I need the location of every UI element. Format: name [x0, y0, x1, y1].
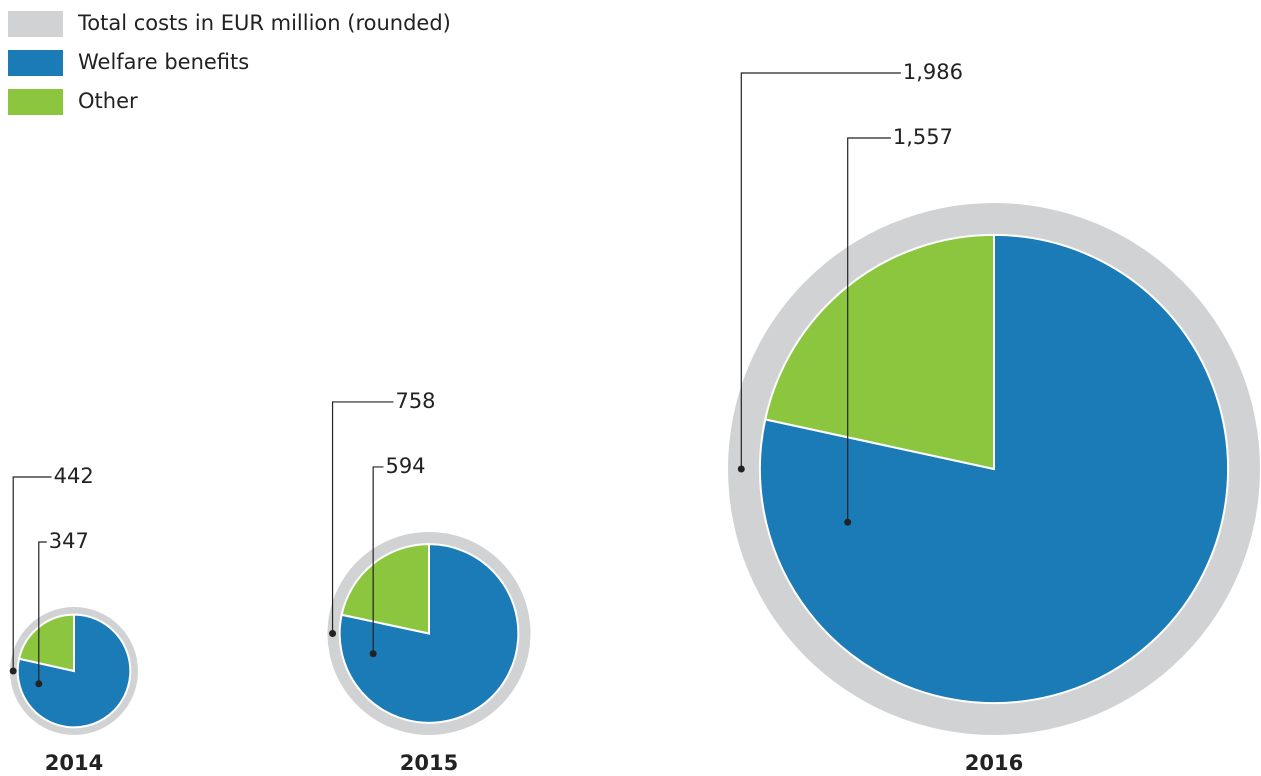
- leader-dot: [329, 629, 337, 637]
- leader-line: [331, 401, 394, 634]
- leader-line: [372, 466, 384, 654]
- leader-dot: [844, 518, 852, 526]
- year-label: 2014: [45, 751, 103, 775]
- leader-line: [740, 72, 901, 469]
- leader-dot: [35, 680, 43, 688]
- value-label: 594: [385, 454, 425, 478]
- leader-dot: [369, 650, 377, 658]
- legend-label: Welfare benefits: [78, 50, 249, 74]
- value-label: 347: [49, 529, 89, 553]
- leader-line: [847, 137, 891, 523]
- leader-line: [38, 541, 47, 684]
- legend-swatch: [8, 89, 63, 115]
- value-label: 1,557: [893, 125, 953, 149]
- leader-dot: [737, 465, 745, 473]
- legend: Total costs in EUR million (rounded) Wel…: [8, 11, 451, 115]
- value-label: 758: [395, 389, 435, 413]
- year-label: 2015: [400, 751, 458, 775]
- legend-label: Other: [78, 89, 138, 113]
- leader-line: [12, 476, 52, 671]
- legend-swatch: [8, 11, 63, 37]
- leader-dot: [9, 667, 17, 675]
- welfare-slice: [16, 613, 132, 729]
- value-label: 1,986: [903, 60, 963, 84]
- legend-swatch: [8, 50, 63, 76]
- year-label: 2016: [965, 751, 1023, 775]
- value-label: 442: [54, 464, 94, 488]
- legend-label: Total costs in EUR million (rounded): [77, 11, 451, 35]
